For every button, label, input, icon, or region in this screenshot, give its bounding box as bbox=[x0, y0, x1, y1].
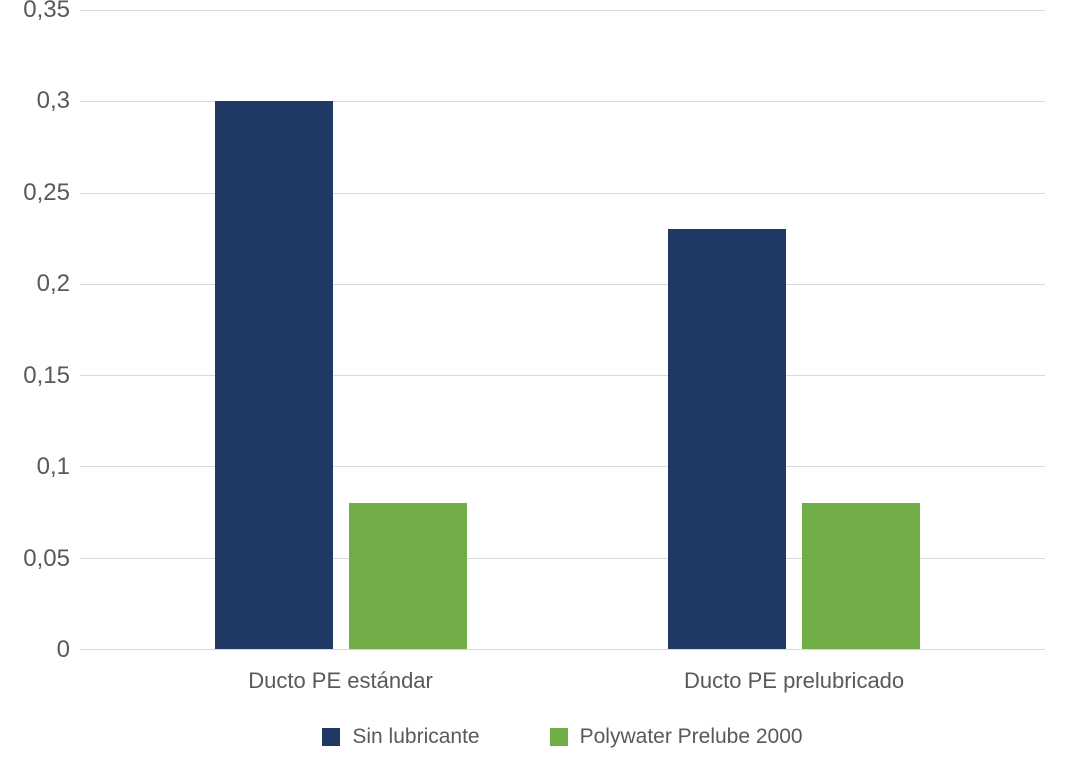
bar bbox=[215, 101, 333, 649]
legend-label: Sin lubricante bbox=[352, 725, 479, 749]
legend-swatch bbox=[322, 728, 340, 746]
bar-group bbox=[215, 10, 467, 649]
bar-chart: 00,050,10,150,20,250,30,35 Ducto PE está… bbox=[0, 0, 1065, 779]
bar bbox=[349, 503, 467, 649]
legend-swatch bbox=[550, 728, 568, 746]
legend-label: Polywater Prelube 2000 bbox=[580, 725, 803, 749]
legend: Sin lubricante Polywater Prelube 2000 bbox=[80, 710, 1045, 749]
plot-row: 00,050,10,150,20,250,30,35 bbox=[0, 10, 1045, 650]
x-category-label: Ducto PE prelubricado bbox=[608, 650, 980, 694]
legend-item: Sin lubricante bbox=[322, 725, 479, 749]
bar-group bbox=[668, 10, 920, 649]
y-axis: 00,050,10,150,20,250,30,35 bbox=[0, 10, 80, 650]
bar bbox=[668, 229, 786, 649]
plot-area bbox=[80, 10, 1045, 650]
x-category-label: Ducto PE estándar bbox=[155, 650, 527, 694]
legend-item: Polywater Prelube 2000 bbox=[550, 725, 803, 749]
bar bbox=[802, 503, 920, 649]
x-axis: Ducto PE estándar Ducto PE prelubricado bbox=[80, 650, 1045, 710]
